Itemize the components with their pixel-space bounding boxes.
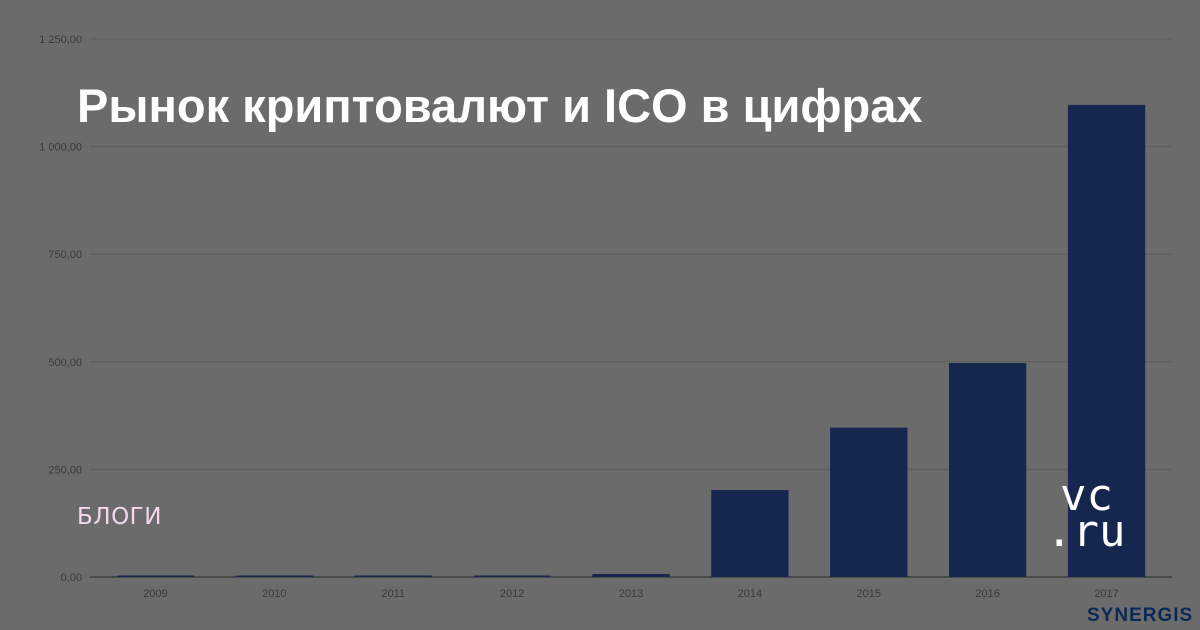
page-title: Рынок криптовалют и ICO в цифрах	[77, 79, 923, 132]
x-tick-label: 2014	[738, 588, 762, 600]
y-tick-label: 1 000,00	[39, 142, 82, 154]
x-tick-label: 2009	[143, 588, 167, 600]
y-tick-label: 0,00	[61, 572, 82, 584]
synergis-logo: SYNERGIS	[1087, 605, 1194, 626]
section-label: БЛОГИ	[77, 504, 162, 530]
y-tick-label: 500,00	[48, 357, 82, 369]
y-tick-label: 250,00	[48, 464, 82, 476]
y-tick-label: 1 250,00	[39, 34, 82, 46]
bar-2017	[1067, 104, 1146, 577]
bar-2014	[711, 490, 789, 577]
x-tick-label: 2013	[619, 588, 643, 600]
y-tick-label: 750,00	[48, 249, 82, 261]
x-tick-label: 2015	[857, 588, 881, 600]
bar-2012	[473, 575, 551, 577]
bar-2016	[949, 363, 1027, 577]
bar-2009	[116, 575, 195, 577]
bar-2015	[830, 427, 908, 577]
bar-2011	[354, 575, 432, 577]
bar-2013	[592, 573, 670, 577]
x-tick-label: 2017	[1094, 588, 1118, 600]
vc-logo-line2: .ru	[1046, 506, 1126, 557]
vc-ru-logo: vc .ru	[1046, 470, 1126, 557]
vc-logo-line1: vc	[1060, 470, 1113, 521]
x-tick-label: 2012	[500, 588, 524, 600]
x-tick-label: 2016	[975, 588, 999, 600]
bar-2010	[235, 575, 313, 577]
x-tick-label: 2011	[381, 588, 405, 600]
x-tick-label: 2010	[262, 588, 286, 600]
